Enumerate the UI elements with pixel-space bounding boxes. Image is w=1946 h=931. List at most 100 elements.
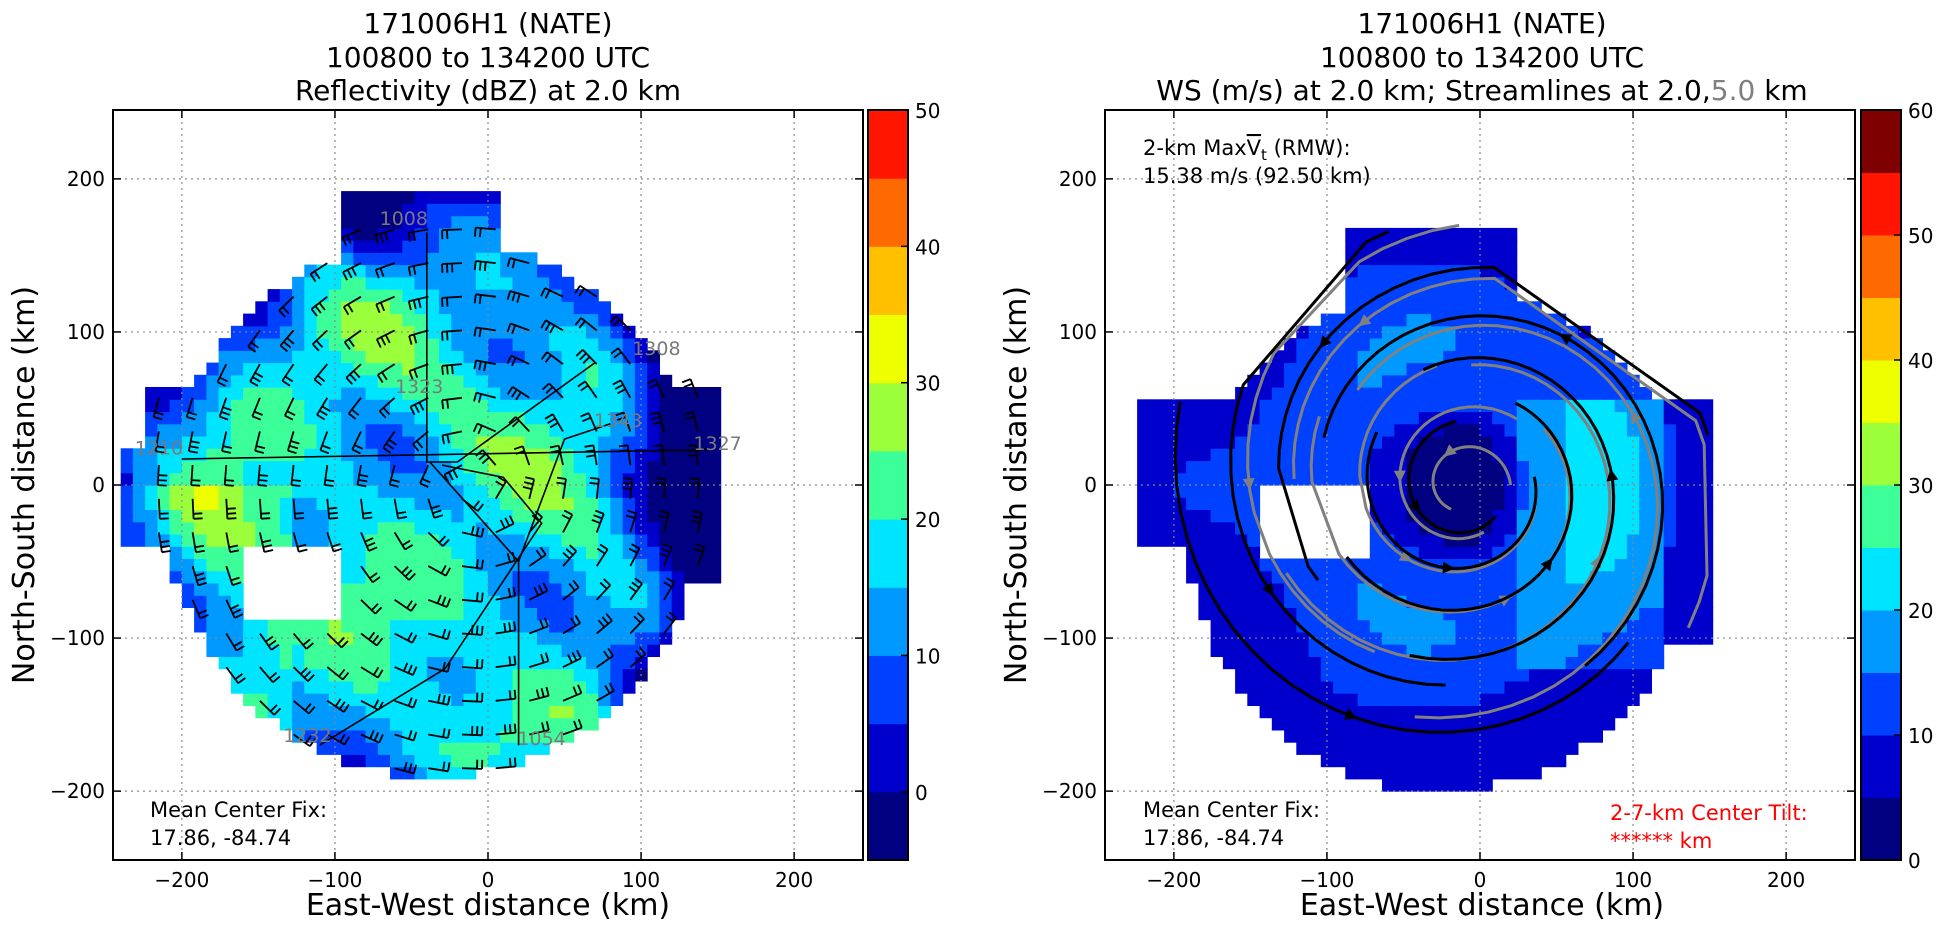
left-field-cell bbox=[230, 619, 244, 633]
left-field-cell bbox=[365, 595, 379, 608]
left-field-cell bbox=[414, 240, 428, 253]
left-field-cell bbox=[598, 644, 611, 657]
streamline-5km-arrow bbox=[1393, 470, 1406, 483]
right-field-cell bbox=[1553, 583, 1567, 596]
left-field-cell bbox=[586, 350, 599, 364]
right-field-cell bbox=[1504, 509, 1518, 523]
left-field-cell bbox=[304, 693, 318, 706]
right-field-cell bbox=[1382, 313, 1395, 327]
right-field-cell bbox=[1345, 411, 1359, 425]
right-field-cell bbox=[1467, 301, 1481, 315]
right-field-cell bbox=[1198, 595, 1212, 608]
right-field-cell bbox=[1149, 472, 1163, 486]
left-field-cell bbox=[279, 301, 293, 315]
left-field-cell bbox=[194, 558, 207, 572]
right-field-cell bbox=[1590, 485, 1603, 498]
wind-barb bbox=[409, 396, 429, 416]
left-field-cell bbox=[524, 717, 538, 731]
right-field-cell bbox=[1455, 766, 1469, 780]
wind-barb bbox=[360, 699, 384, 711]
right-field-cell bbox=[1529, 521, 1542, 535]
right-field-cell bbox=[1480, 631, 1493, 645]
right-title: 171006H1 (NATE) 100800 to 134200 UTC WS … bbox=[1156, 7, 1807, 107]
track-time-label: 1343 bbox=[594, 410, 642, 432]
wind-barb bbox=[506, 322, 530, 335]
left-field-cell bbox=[573, 460, 587, 474]
left-field-cell bbox=[696, 423, 709, 437]
left-field-cell bbox=[475, 729, 489, 743]
right-field-cell bbox=[1235, 668, 1248, 682]
left-field-cell bbox=[402, 497, 416, 510]
right-field-cell bbox=[1418, 644, 1432, 657]
left-field-cell bbox=[365, 264, 379, 278]
right-field-cell bbox=[1259, 460, 1273, 474]
right-field-cell bbox=[1553, 754, 1567, 768]
right-field-cell bbox=[1271, 693, 1285, 706]
left-field-cell bbox=[145, 436, 158, 449]
left-field-cell bbox=[353, 742, 367, 755]
left-field-cell bbox=[402, 191, 416, 204]
right-field-cell bbox=[1492, 631, 1505, 645]
left-field-cell bbox=[267, 485, 281, 498]
right-field-cell bbox=[1333, 583, 1346, 596]
left-field-cell bbox=[549, 631, 562, 645]
left-field-cell bbox=[292, 399, 305, 413]
left-field-cell bbox=[365, 656, 379, 670]
wind-barb bbox=[529, 686, 550, 702]
left-field-cell bbox=[304, 460, 318, 474]
right-field-cell bbox=[1455, 460, 1469, 474]
left-field-cell bbox=[353, 264, 367, 278]
right-field-cell bbox=[1590, 497, 1603, 510]
left-field-cell bbox=[316, 668, 330, 682]
left-field-cell bbox=[610, 423, 624, 437]
left-field-cell bbox=[390, 497, 403, 510]
right-field-cell bbox=[1345, 595, 1359, 608]
left-field-cell bbox=[218, 485, 232, 498]
left-field-cell bbox=[414, 497, 428, 510]
left-field-cell bbox=[341, 509, 354, 523]
wind-barb bbox=[428, 728, 451, 739]
right-field-cell bbox=[1369, 607, 1383, 621]
left-field-cell bbox=[659, 509, 673, 523]
left-field-cell bbox=[316, 387, 330, 400]
left-field-cell bbox=[512, 399, 526, 413]
left-field-cell bbox=[243, 693, 256, 706]
right-field-cell bbox=[1590, 693, 1603, 706]
left-field-cell bbox=[365, 338, 379, 351]
right-field-cell bbox=[1541, 509, 1554, 523]
left-field-cell bbox=[561, 313, 575, 327]
left-field-cell bbox=[622, 680, 636, 694]
left-colorbar-segment bbox=[868, 450, 908, 520]
right-field-cell bbox=[1369, 387, 1383, 400]
right-field-cell bbox=[1394, 521, 1408, 535]
right-field-cell bbox=[1418, 436, 1432, 449]
left-field-cell bbox=[451, 289, 465, 302]
left-field-cell bbox=[512, 374, 526, 388]
wind-barb bbox=[292, 666, 315, 682]
right-field-cell bbox=[1480, 411, 1493, 425]
right-field-cell bbox=[1161, 411, 1175, 425]
right-field-cell bbox=[1455, 301, 1469, 315]
left-field-cell bbox=[500, 374, 513, 388]
left-field-cell bbox=[500, 301, 513, 315]
left-field-cell bbox=[586, 583, 599, 596]
left-field-cell bbox=[353, 240, 367, 253]
left-field-cell bbox=[390, 644, 403, 657]
left-field-cell bbox=[586, 631, 599, 645]
left-field-cell bbox=[365, 215, 379, 229]
right-field-cell bbox=[1406, 619, 1420, 633]
left-field-cell bbox=[341, 656, 354, 670]
right-field-cell bbox=[1467, 338, 1481, 351]
left-field-cell bbox=[683, 399, 697, 413]
left-field-cell bbox=[402, 693, 416, 706]
right-field-cell bbox=[1602, 558, 1616, 572]
right-field-cell bbox=[1431, 350, 1444, 364]
left-field-cell bbox=[500, 509, 513, 523]
left-field-cell bbox=[573, 558, 587, 572]
left-field-cell bbox=[230, 338, 244, 351]
left-field-cell bbox=[414, 595, 428, 608]
right-field-cell bbox=[1137, 399, 1150, 413]
right-field-cell bbox=[1345, 423, 1359, 437]
left-field-cell bbox=[451, 411, 465, 425]
left-field-cell bbox=[353, 301, 367, 315]
